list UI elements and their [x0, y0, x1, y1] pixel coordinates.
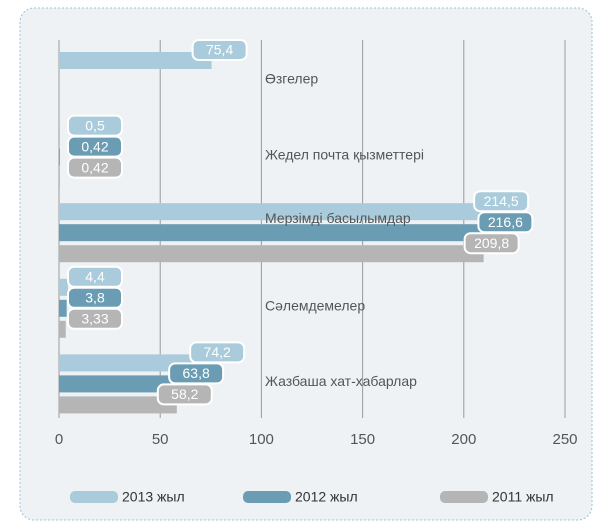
- x-tick-label: 0: [55, 431, 63, 448]
- x-tick-label: 50: [152, 431, 169, 448]
- bar: [59, 203, 494, 221]
- value-label-bg: [67, 307, 123, 330]
- legend-swatch: [243, 491, 291, 503]
- value-label-bg: [189, 341, 246, 364]
- x-tick-label: 250: [552, 431, 577, 448]
- bar: [59, 169, 60, 187]
- value-label: 4,4: [85, 269, 105, 285]
- bar: [59, 127, 61, 145]
- value-label: 3,8: [85, 290, 105, 306]
- x-tick-label: 200: [451, 431, 476, 448]
- value-label-bg: [67, 156, 123, 179]
- value-label-bg: [463, 232, 520, 255]
- x-tick-label: 150: [350, 431, 375, 448]
- category-label: Жедел почта қызметтері: [265, 146, 424, 162]
- value-label: 0,42: [81, 159, 108, 175]
- value-label: 75,4: [206, 42, 233, 58]
- bar: [59, 278, 68, 296]
- value-label: 216,6: [488, 214, 523, 230]
- bar: [59, 375, 189, 393]
- category-label: Мерзімді басылымдар: [265, 210, 411, 226]
- value-label: 3,33: [81, 311, 108, 327]
- category-label: Өзгелер: [265, 71, 318, 87]
- value-label-bg: [191, 39, 248, 61]
- legend-label: 2011 жыл: [492, 489, 554, 505]
- legend-swatch: [440, 491, 488, 503]
- legend-label: 2013 жыл: [122, 489, 185, 505]
- value-label: 63,8: [183, 365, 210, 381]
- category-label: Сәлемдемелер: [265, 298, 365, 314]
- legend-label: 2012 жыл: [295, 489, 358, 505]
- category-label: Жазбаша хат-хабарлар: [265, 373, 417, 389]
- value-label: 0,42: [81, 138, 108, 154]
- value-label: 214,5: [484, 193, 519, 209]
- bar: [59, 245, 484, 263]
- value-label: 0,5: [85, 117, 105, 133]
- bar: [59, 224, 498, 242]
- bar: [59, 52, 212, 69]
- value-label: 74,2: [204, 344, 231, 360]
- x-tick-label: 100: [249, 431, 274, 448]
- legend-swatch: [70, 491, 118, 503]
- value-label-bg: [156, 383, 213, 406]
- value-label: 58,2: [171, 386, 198, 402]
- bar: [59, 396, 177, 414]
- value-label: 209,8: [474, 235, 509, 251]
- bar: [59, 320, 66, 338]
- bar: [59, 299, 67, 317]
- bar: [59, 148, 60, 166]
